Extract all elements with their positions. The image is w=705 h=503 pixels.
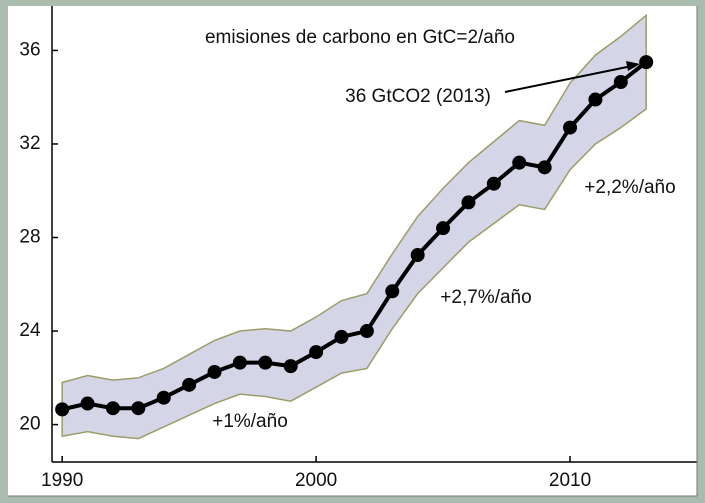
data-point — [512, 155, 527, 170]
annotation: +2,2%/año — [584, 177, 675, 198]
annotation: +2,7%/año — [440, 287, 531, 308]
data-point — [309, 345, 324, 360]
data-point — [436, 221, 451, 236]
data-point — [80, 396, 95, 411]
data-point — [537, 160, 552, 175]
y-tick-label: 28 — [19, 227, 40, 248]
data-point — [410, 248, 425, 263]
data-point — [385, 284, 400, 299]
data-point — [461, 195, 476, 210]
data-point — [258, 355, 273, 370]
y-tick-label: 20 — [19, 414, 40, 435]
data-point — [283, 359, 298, 374]
data-point — [156, 390, 171, 405]
y-tick-label: 32 — [19, 133, 40, 154]
annotation-arrow — [504, 65, 633, 93]
data-point — [207, 364, 222, 379]
data-point — [486, 176, 501, 191]
data-point — [182, 377, 197, 392]
data-point — [105, 401, 120, 416]
data-point — [334, 329, 349, 344]
data-point — [359, 324, 374, 339]
annotation: +1%/año — [212, 411, 288, 432]
chart-title: emisiones de carbono en GtC=2/año — [205, 27, 515, 48]
x-tick-label: 2000 — [295, 470, 337, 491]
data-point — [55, 402, 70, 417]
y-tick-label: 24 — [19, 320, 41, 341]
confidence-band — [61, 13, 647, 440]
x-tick-label: 2010 — [549, 470, 591, 491]
x-tick-label: 1990 — [41, 470, 83, 491]
annotation: 36 GtCO2 (2013) — [345, 86, 491, 107]
y-tick-label: 36 — [19, 39, 40, 60]
data-point — [588, 92, 603, 107]
data-point — [232, 355, 247, 370]
data-point — [613, 75, 628, 89]
data-point — [563, 120, 578, 135]
data-point — [131, 401, 146, 416]
data-point — [639, 55, 654, 70]
annotation-arrowhead — [626, 61, 640, 71]
